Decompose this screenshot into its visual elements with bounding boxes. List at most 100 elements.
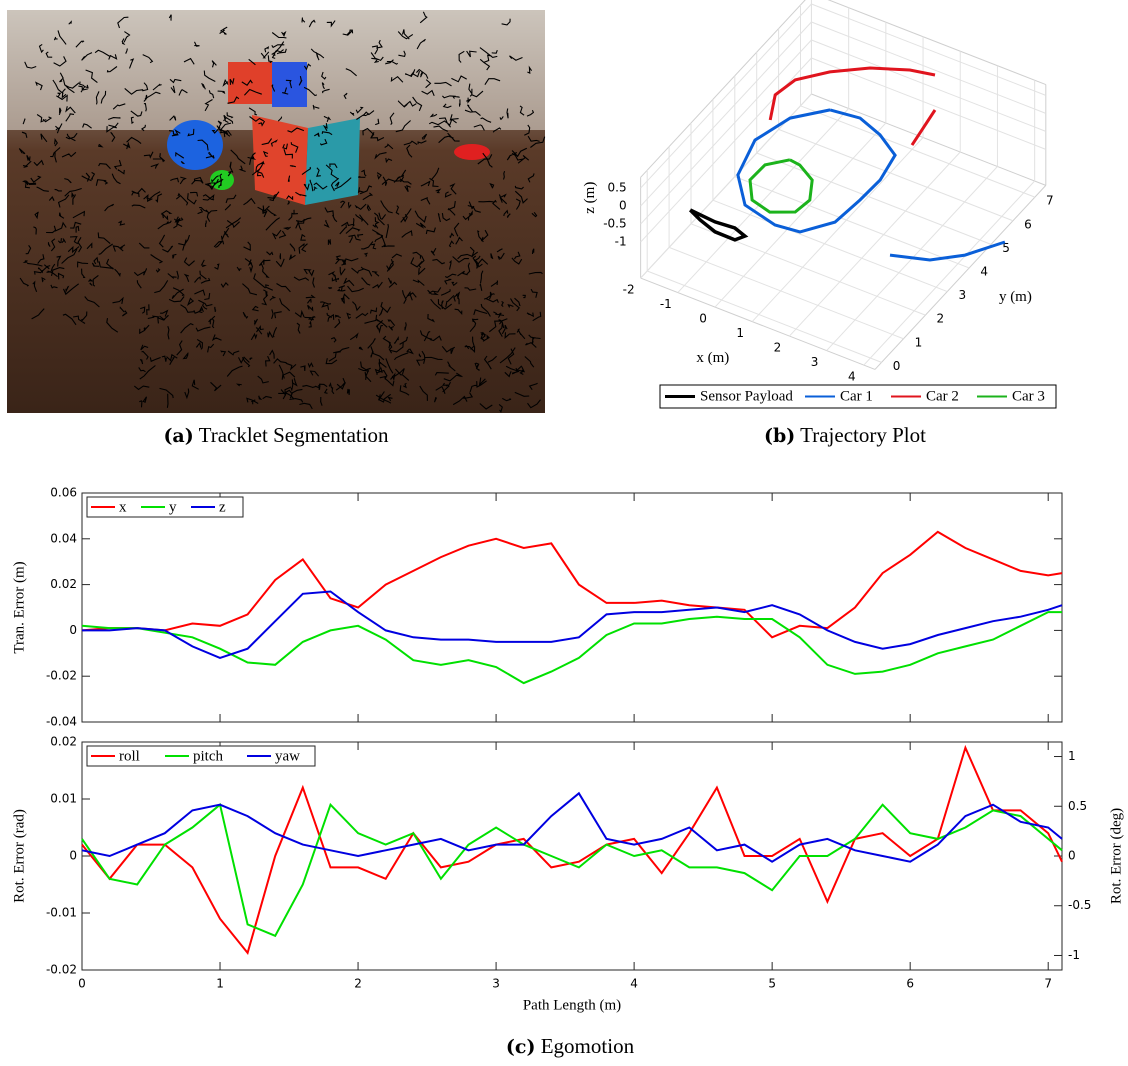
plot-area xyxy=(81,492,1063,723)
caption-text: Egomotion xyxy=(541,1034,635,1058)
x-tick-label: 4 xyxy=(848,370,856,384)
grid-line xyxy=(734,176,970,269)
photo xyxy=(7,10,546,414)
grid-line xyxy=(811,3,1046,96)
y-tick-label: 0.04 xyxy=(50,531,77,545)
trajectory xyxy=(736,108,897,234)
x-tick-label: 1 xyxy=(216,977,224,991)
z-tick-label: -1 xyxy=(615,235,627,249)
grid-line xyxy=(640,39,812,225)
y2-tick-label: -0.5 xyxy=(1068,898,1091,912)
y-tick-label: 3 xyxy=(958,288,966,302)
legend xyxy=(659,384,1057,409)
teal-box xyxy=(305,118,360,205)
blue-box xyxy=(272,62,307,107)
y-tick-label: -0.02 xyxy=(46,963,77,977)
x-axis-label: x (m) xyxy=(696,350,729,366)
grid-line xyxy=(811,57,1046,150)
grid-line xyxy=(714,122,887,308)
x-tick-label: 7 xyxy=(1044,977,1052,991)
series-line xyxy=(81,530,1063,639)
grid-line xyxy=(800,105,1036,198)
x-tick-label: -1 xyxy=(660,297,672,311)
legend-label: roll xyxy=(119,748,140,764)
captions: (a) Tracklet Segmentation (b) Trajectory … xyxy=(163,423,926,1058)
y2-tick-label: 0 xyxy=(1068,849,1076,863)
grid-line xyxy=(778,128,1014,222)
y-tick-label: 0.06 xyxy=(50,486,77,500)
x-tick-label: 3 xyxy=(811,355,819,369)
grid-line xyxy=(712,199,948,293)
tracklets xyxy=(18,11,546,414)
caption-label: (a) xyxy=(163,425,193,447)
x-tick-label: 3 xyxy=(492,977,500,991)
x-tick-label: 0 xyxy=(78,977,86,991)
y-tick-label: -0.04 xyxy=(46,715,77,729)
series-line xyxy=(81,744,1063,956)
y-tick-label: 4 xyxy=(980,264,988,278)
z-axis-label: z (m) xyxy=(582,182,598,214)
legend-label: x xyxy=(119,499,127,515)
red-box xyxy=(228,62,273,104)
y-tick-label: 0.01 xyxy=(50,792,77,806)
legend-label: y xyxy=(169,499,177,515)
trajectory xyxy=(889,240,1006,262)
y-tick-label: 0 xyxy=(893,359,901,373)
x-tick-label: 4 xyxy=(630,977,638,991)
caption-label: (c) xyxy=(506,1036,536,1058)
series-line xyxy=(82,590,1063,659)
y-tick-label: 6 xyxy=(1024,217,1032,231)
y-tick-label: 0.02 xyxy=(50,577,77,591)
grid-line xyxy=(811,39,1046,132)
trajectory xyxy=(910,109,937,146)
plot-area xyxy=(81,741,1063,971)
legend-label: Sensor Payload xyxy=(700,388,793,404)
y-tick-label: -0.02 xyxy=(46,669,77,683)
y2-tick-label: -1 xyxy=(1068,948,1080,962)
y-tick-label: 0 xyxy=(69,623,77,637)
legend-label: pitch xyxy=(193,748,223,764)
caption-text: Tracklet Segmentation xyxy=(199,423,389,447)
x-tick-label: 1 xyxy=(736,326,744,340)
box-edge xyxy=(827,0,1046,86)
box-edge xyxy=(811,93,1046,186)
legend-label: yaw xyxy=(275,748,300,764)
y-tick-label: 2 xyxy=(937,312,945,326)
y-axis-label: y (m) xyxy=(999,289,1032,305)
blue-cluster xyxy=(167,120,223,170)
x-tick-label: 5 xyxy=(768,977,776,991)
y-tick-label: -0.01 xyxy=(46,906,77,920)
series-line xyxy=(81,611,1062,685)
y2-tick-label: 0.5 xyxy=(1068,799,1087,813)
red-cluster xyxy=(454,144,490,160)
grid-line xyxy=(647,270,882,363)
y-tick-label: 1 xyxy=(915,335,923,349)
trajectory xyxy=(748,158,814,214)
trajectory xyxy=(768,66,936,121)
trajectory xyxy=(688,208,749,242)
x-axis-label: Path Length (m) xyxy=(523,997,621,1013)
red-box-2 xyxy=(252,115,308,205)
caption: (b) Trajectory Plot xyxy=(764,423,926,447)
y2-axis-label: Rot. Error (deg) xyxy=(1108,808,1124,904)
series-line xyxy=(81,802,1063,938)
grid-line xyxy=(751,137,924,322)
legend xyxy=(86,745,316,767)
grid-line xyxy=(811,21,1046,114)
x-tick-label: 2 xyxy=(774,341,782,355)
y2-tick-label: 1 xyxy=(1068,749,1076,763)
caption: (a) Tracklet Segmentation xyxy=(163,423,389,447)
y-tick-label: 5 xyxy=(1002,241,1010,255)
legend-label: Car 1 xyxy=(840,388,873,404)
box-edge xyxy=(640,277,876,370)
grid-line xyxy=(640,3,812,189)
x-tick-label: 0 xyxy=(699,312,707,326)
y-tick-label: 7 xyxy=(1046,194,1054,208)
x-tick-label: 2 xyxy=(354,977,362,991)
x-tick-label: 6 xyxy=(906,977,914,991)
grid-line xyxy=(863,180,1036,366)
caption: (c) Egomotion xyxy=(506,1034,635,1058)
legend-label: z xyxy=(219,499,226,515)
y-axis-label: Rot. Error (rad) xyxy=(11,809,27,903)
